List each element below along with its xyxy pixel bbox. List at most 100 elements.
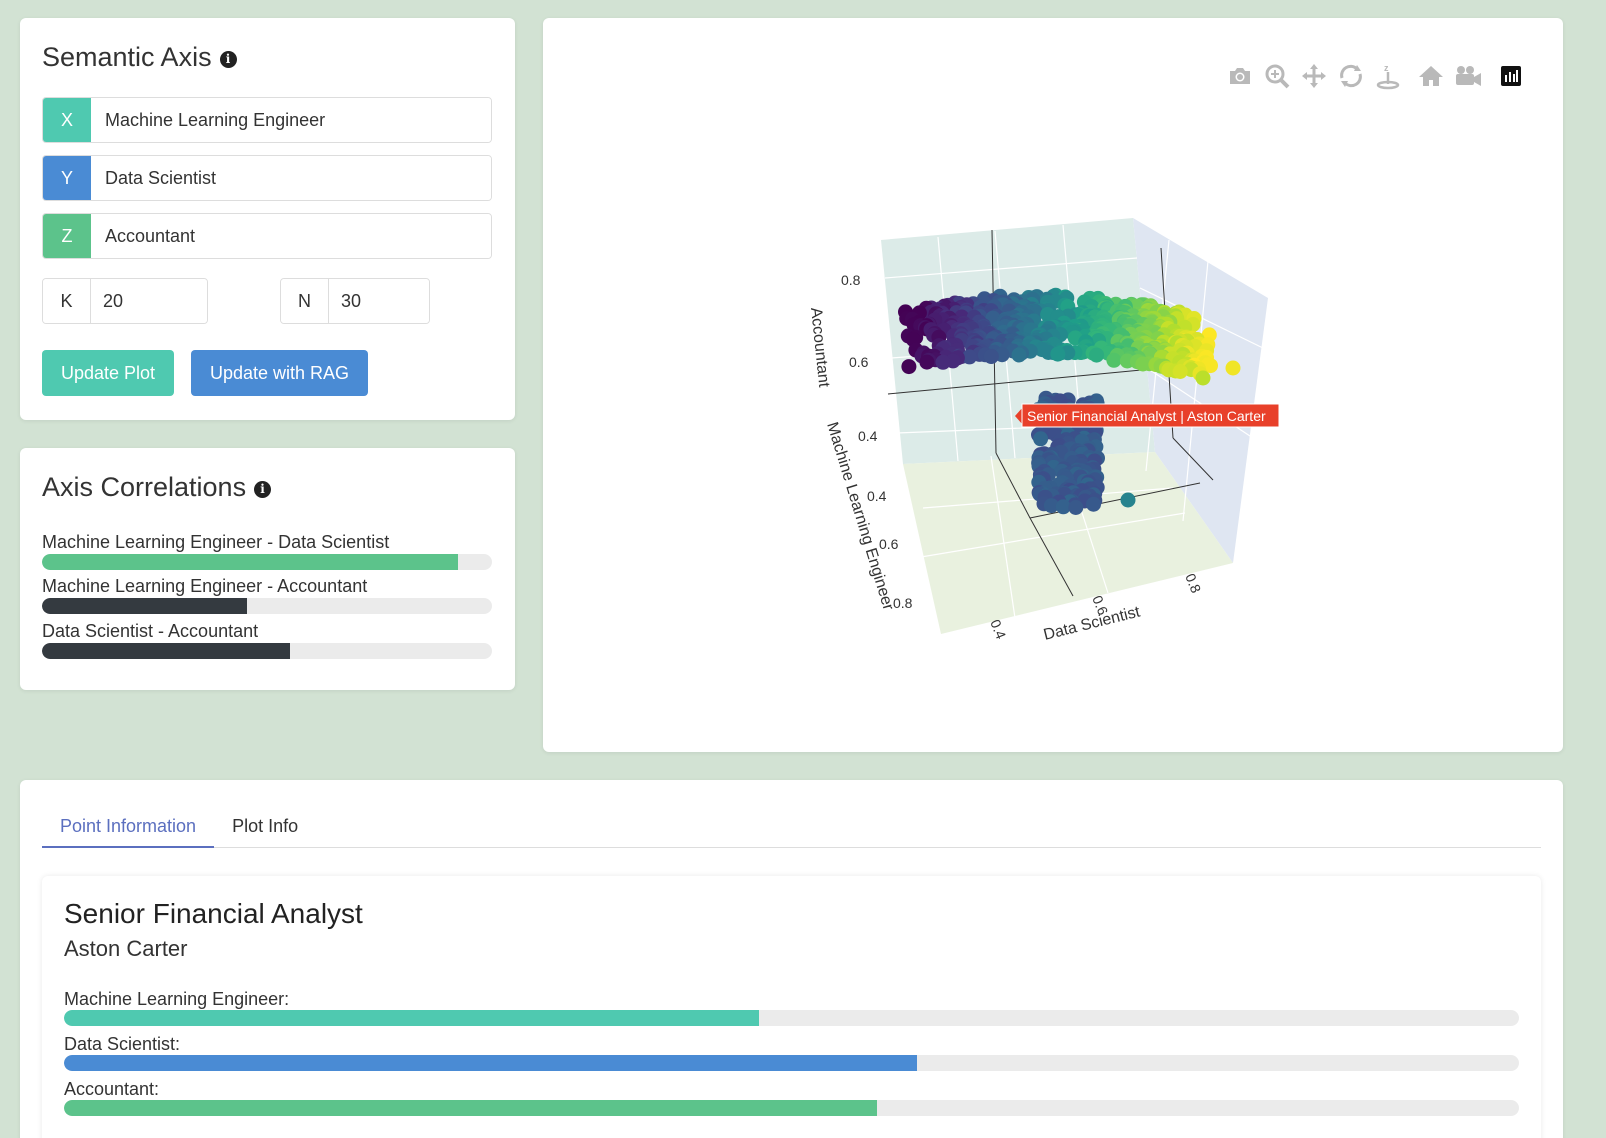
scatter-point[interactable] bbox=[1225, 360, 1241, 376]
correlation-item: Machine Learning Engineer - Data Scienti… bbox=[42, 530, 492, 570]
scatter-point[interactable] bbox=[1106, 352, 1122, 368]
scatter-point[interactable] bbox=[1011, 347, 1027, 363]
x-axis-tag: X bbox=[43, 98, 91, 142]
scatter-points[interactable] bbox=[898, 287, 1241, 515]
score-bar-fill bbox=[64, 1100, 878, 1116]
score-label: Data Scientist: bbox=[64, 1034, 181, 1054]
axis-correlations-title-text: Axis Correlations bbox=[42, 471, 247, 502]
y-tick-label: 0.4 bbox=[987, 617, 1009, 641]
x-axis-title: Machine Learning Engineer bbox=[823, 420, 897, 613]
n-row: N bbox=[280, 278, 430, 324]
correlation-bar bbox=[42, 554, 492, 570]
camera-icon[interactable] bbox=[1226, 62, 1254, 90]
info-tabs: Point Information Plot Info bbox=[42, 798, 1541, 848]
tab-plot-info[interactable]: Plot Info bbox=[232, 816, 299, 836]
scatter-point[interactable] bbox=[1120, 492, 1136, 508]
y-tick-label: 0.6 bbox=[1089, 593, 1111, 617]
axis-correlations-title: Axis Correlations i bbox=[42, 470, 493, 504]
scatter-point[interactable] bbox=[1195, 370, 1211, 386]
z-tick-label: 0.6 bbox=[849, 354, 869, 370]
z-axis-tag: Z bbox=[43, 214, 91, 258]
plot-modebar: z bbox=[1226, 62, 1525, 90]
x-axis-input[interactable] bbox=[91, 98, 491, 142]
correlation-item: Machine Learning Engineer - Accountant bbox=[42, 574, 492, 614]
score-bar bbox=[64, 1010, 1519, 1026]
plotly-logo-icon[interactable] bbox=[1497, 62, 1525, 90]
score-bar-fill bbox=[64, 1055, 917, 1071]
z-axis-input[interactable] bbox=[91, 214, 491, 258]
z-tick-label: 0.8 bbox=[841, 272, 861, 288]
scatter-point[interactable] bbox=[1068, 500, 1084, 515]
correlation-bar-fill bbox=[42, 554, 459, 570]
scatter-point[interactable] bbox=[1033, 431, 1049, 447]
y-axis-title: Data Scientist bbox=[1042, 603, 1142, 644]
correlation-bar-fill bbox=[42, 598, 247, 614]
semantic-axis-title-text: Semantic Axis bbox=[42, 41, 212, 72]
update-plot-button[interactable]: Update Plot bbox=[42, 350, 175, 396]
scatter-point[interactable] bbox=[962, 349, 977, 365]
y-axis-row: Y bbox=[42, 155, 492, 201]
scatter-3d-plot[interactable]: 0.8 0.6 0.4 0.4 0.6 0.8 0.4 0.6 0.8 Acco… bbox=[543, 18, 1563, 752]
turntable-icon[interactable]: z bbox=[1374, 62, 1402, 90]
hover-label-text: Senior Financial Analyst | Aston Carter bbox=[1027, 408, 1266, 424]
scatter-point[interactable] bbox=[1043, 498, 1059, 514]
scatter-point[interactable] bbox=[901, 359, 917, 375]
scatter-point[interactable] bbox=[1203, 358, 1218, 374]
score-label: Accountant: bbox=[64, 1079, 160, 1099]
correlation-label: Machine Learning Engineer - Accountant bbox=[42, 576, 368, 596]
scatter-point[interactable] bbox=[1172, 364, 1188, 379]
score-bar bbox=[64, 1100, 1519, 1116]
axis-correlations-panel: Axis Correlations i Machine Learning Eng… bbox=[20, 448, 515, 690]
score-item: Accountant: bbox=[64, 1078, 1519, 1116]
scatter-point[interactable] bbox=[919, 354, 935, 370]
svg-text:z: z bbox=[1384, 63, 1389, 73]
z-axis-title: Accountant bbox=[807, 307, 832, 389]
x-tick-label: 0.4 bbox=[867, 488, 887, 504]
n-input[interactable] bbox=[329, 279, 429, 323]
scatter-point[interactable] bbox=[1055, 499, 1071, 515]
z-tick-label: 0.4 bbox=[858, 428, 878, 444]
correlation-bar-fill bbox=[42, 643, 290, 659]
z-axis-row: Z bbox=[42, 213, 492, 259]
update-with-rag-button[interactable]: Update with RAG bbox=[191, 350, 369, 396]
home-icon[interactable] bbox=[1417, 62, 1445, 90]
k-input[interactable] bbox=[91, 279, 207, 323]
scatter-point[interactable] bbox=[1135, 356, 1151, 372]
correlation-bar bbox=[42, 643, 492, 659]
scatter-3d-panel: 0.8 0.6 0.4 0.4 0.6 0.8 0.4 0.6 0.8 Acco… bbox=[543, 18, 1563, 752]
video-camera-icon[interactable] bbox=[1454, 62, 1482, 90]
score-bar bbox=[64, 1055, 1519, 1071]
k-tag: K bbox=[43, 279, 91, 323]
pan-icon[interactable] bbox=[1300, 62, 1328, 90]
point-company: Aston Carter bbox=[64, 936, 188, 961]
x-tick-label: 0.6 bbox=[879, 536, 899, 552]
point-detail-card: Senior Financial Analyst Aston Carter Ma… bbox=[42, 876, 1541, 1138]
y-tick-label: 0.8 bbox=[1182, 571, 1204, 595]
correlation-bar bbox=[42, 598, 492, 614]
scatter-point[interactable] bbox=[983, 349, 999, 364]
scatter-point[interactable] bbox=[935, 354, 951, 370]
semantic-axis-title: Semantic Axis i bbox=[42, 40, 493, 74]
info-panel: Point Information Plot Info Senior Finan… bbox=[20, 780, 1563, 1138]
right-wall bbox=[1133, 218, 1268, 563]
point-title: Senior Financial Analyst bbox=[64, 898, 363, 929]
score-bar-fill bbox=[64, 1010, 760, 1026]
tab-point-information[interactable]: Point Information bbox=[42, 798, 215, 848]
score-item: Machine Learning Engineer: bbox=[64, 988, 1519, 1026]
correlation-label: Data Scientist - Accountant bbox=[42, 621, 259, 641]
x-axis-row: X bbox=[42, 97, 492, 143]
hover-tooltip: Senior Financial Analyst | Aston Carter bbox=[1015, 403, 1280, 428]
score-label: Machine Learning Engineer: bbox=[64, 989, 290, 1009]
semantic-axis-panel: Semantic Axis i X Y Z K N Update Plot Up… bbox=[20, 18, 515, 420]
scatter-point[interactable] bbox=[1089, 347, 1105, 363]
orbit-icon[interactable] bbox=[1337, 62, 1365, 90]
correlation-item: Data Scientist - Accountant bbox=[42, 619, 492, 659]
zoom-icon[interactable] bbox=[1263, 62, 1291, 90]
scatter-point[interactable] bbox=[1050, 346, 1066, 362]
y-axis-input[interactable] bbox=[91, 156, 491, 200]
scatter-point[interactable] bbox=[1086, 496, 1101, 512]
k-row: K bbox=[42, 278, 208, 324]
info-icon[interactable]: i bbox=[254, 480, 272, 498]
correlation-label: Machine Learning Engineer - Data Scienti… bbox=[42, 532, 390, 552]
info-icon[interactable]: i bbox=[219, 50, 237, 68]
